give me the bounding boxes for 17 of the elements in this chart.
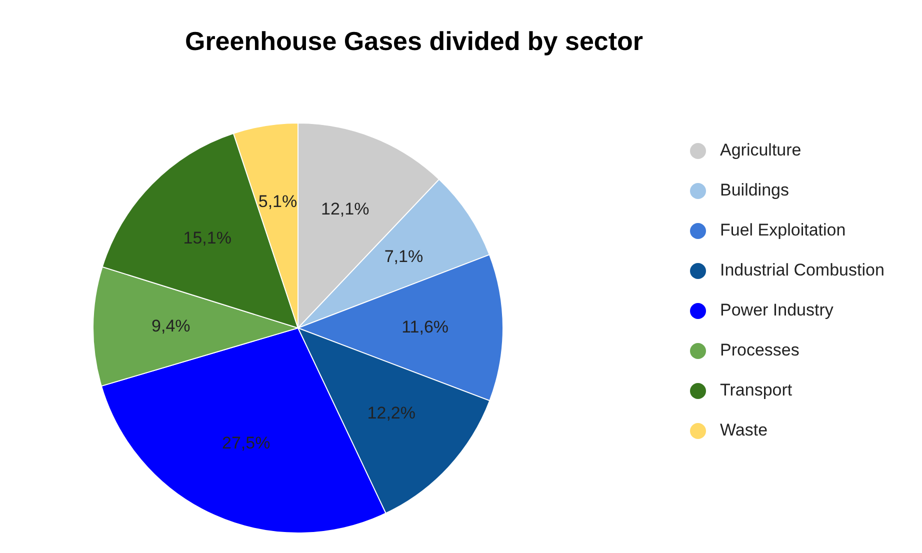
legend-label: Industrial Combustion bbox=[720, 260, 884, 280]
data-label: 27,5% bbox=[222, 434, 270, 453]
data-label: 12,2% bbox=[367, 404, 416, 423]
data-label: 11,6% bbox=[402, 317, 449, 336]
legend-label: Agriculture bbox=[720, 140, 802, 160]
legend-label: Processes bbox=[720, 340, 800, 360]
chart-title: Greenhouse Gases divided by sector bbox=[184, 26, 644, 56]
legend-label: Transport bbox=[720, 380, 792, 400]
data-label: 12,1% bbox=[321, 199, 370, 218]
data-label: 15,1% bbox=[183, 228, 232, 248]
legend-label: Fuel Exploitation bbox=[720, 220, 846, 240]
legend-label: Buildings bbox=[720, 180, 789, 200]
legend-label: Power Industry bbox=[720, 300, 834, 320]
data-label: 9,4% bbox=[152, 316, 190, 336]
data-label: 7,1% bbox=[384, 246, 424, 266]
data-label: 5,1% bbox=[258, 192, 298, 212]
legend-label: Waste bbox=[720, 420, 768, 440]
